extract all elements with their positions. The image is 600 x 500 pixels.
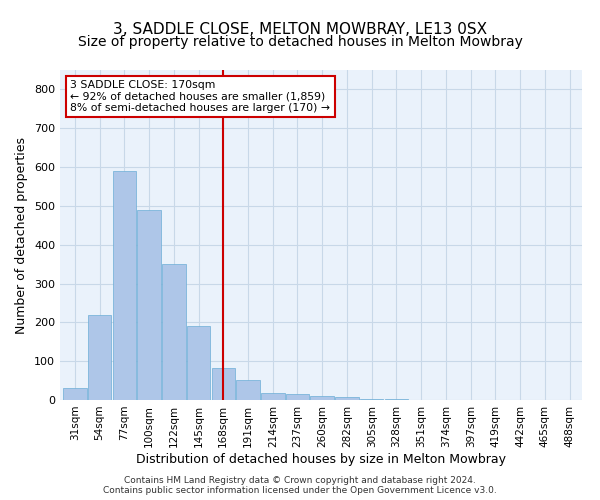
X-axis label: Distribution of detached houses by size in Melton Mowbray: Distribution of detached houses by size …: [136, 452, 506, 466]
Bar: [162, 264, 185, 400]
Bar: [187, 326, 210, 400]
Bar: [385, 399, 408, 400]
Text: 3, SADDLE CLOSE, MELTON MOWBRAY, LE13 0SX: 3, SADDLE CLOSE, MELTON MOWBRAY, LE13 0S…: [113, 22, 487, 38]
Bar: [236, 380, 260, 400]
Bar: [310, 396, 334, 400]
Bar: [360, 399, 383, 400]
Bar: [63, 388, 86, 400]
Bar: [137, 210, 161, 400]
Text: Size of property relative to detached houses in Melton Mowbray: Size of property relative to detached ho…: [77, 35, 523, 49]
Text: Contains HM Land Registry data © Crown copyright and database right 2024.
Contai: Contains HM Land Registry data © Crown c…: [103, 476, 497, 495]
Bar: [261, 392, 284, 400]
Bar: [212, 368, 235, 400]
Bar: [286, 394, 309, 400]
Bar: [88, 314, 112, 400]
Bar: [335, 397, 359, 400]
Bar: [113, 171, 136, 400]
Text: 3 SADDLE CLOSE: 170sqm
← 92% of detached houses are smaller (1,859)
8% of semi-d: 3 SADDLE CLOSE: 170sqm ← 92% of detached…: [70, 80, 331, 113]
Y-axis label: Number of detached properties: Number of detached properties: [16, 136, 28, 334]
